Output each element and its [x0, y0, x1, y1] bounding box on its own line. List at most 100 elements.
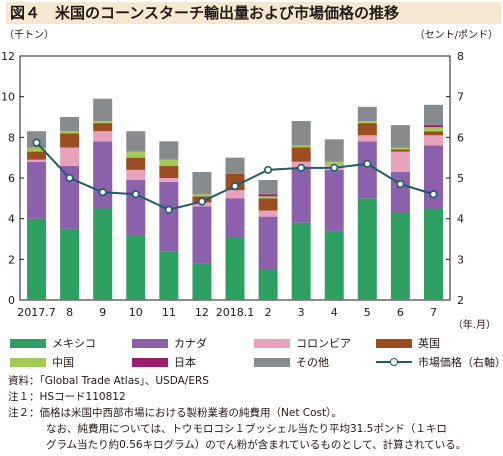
- note-2-line-2: なお、純費用については、トウモロコシ１ブッシェル当たり平均31.5ポンド（１キロ: [46, 423, 447, 435]
- bar-segment: [357, 198, 377, 300]
- x-tick-label: 3: [298, 306, 305, 319]
- bar-segment: [258, 196, 278, 199]
- legend-label: コロンビア: [296, 337, 351, 350]
- legend-label: 日本: [174, 356, 196, 369]
- bar-segment: [357, 121, 377, 124]
- price-point: [330, 163, 339, 172]
- left-tick-label: 0: [8, 294, 15, 307]
- note-1: 注１：HSコード110812: [8, 391, 126, 403]
- x-tick-label: 9: [99, 306, 106, 319]
- x-axis-unit-label: （年.月）: [453, 318, 496, 331]
- left-tick-label: 2: [8, 253, 15, 266]
- x-tick-label: 5: [364, 306, 371, 319]
- x-tick-label: 11: [162, 306, 176, 319]
- bar-segment: [423, 145, 443, 209]
- bar-segment: [60, 147, 80, 166]
- x-tick-label: 2: [265, 306, 272, 319]
- bar-segment: [192, 206, 212, 264]
- chart-title: 図４ 米国のコーンスターチ輸出量および市場価格の推移: [6, 2, 501, 24]
- bar-segment: [126, 234, 146, 300]
- bar-segment: [93, 123, 113, 132]
- bar-segment: [390, 147, 410, 150]
- price-point: [98, 188, 107, 197]
- bar-segment: [258, 210, 278, 217]
- bar-segment: [192, 171, 212, 195]
- x-tick-label: 8: [66, 306, 73, 319]
- bar-segment: [27, 151, 47, 160]
- bar-segment: [390, 125, 410, 148]
- legend-swatch: [132, 357, 168, 367]
- bar-segment: [423, 131, 443, 136]
- legend-item: その他: [254, 354, 329, 370]
- right-tick-label: 2: [457, 294, 464, 307]
- bar-segment: [126, 157, 146, 170]
- legend-label: メキシコ: [52, 337, 96, 350]
- note-2-line-3: グラム当たり約0.56キログラム）のでん粉が含まれているものとして、計算されてい…: [46, 439, 467, 451]
- bar-segment: [324, 139, 344, 162]
- bar-segment: [423, 208, 443, 300]
- legend-item: 中国: [10, 354, 74, 370]
- bar-segment: [225, 173, 245, 191]
- bar-segment: [357, 106, 377, 122]
- price-point: [231, 182, 240, 191]
- legend-item: 日本: [132, 354, 196, 370]
- price-point: [264, 165, 273, 174]
- note-2: 注２：価格は米国中西部市場における製粉業者の純費用（Net Cost）。: [8, 407, 342, 419]
- bar-segment: [258, 180, 278, 195]
- bar-segment: [60, 228, 80, 300]
- left-tick-label: 4: [8, 213, 15, 226]
- legend-label: その他: [296, 356, 329, 369]
- bar-segment: [60, 133, 80, 148]
- legend-swatch: [376, 338, 412, 348]
- bar-segment: [27, 147, 47, 152]
- bar-segment: [126, 169, 146, 181]
- bar-segment: [27, 159, 47, 162]
- bar-segment: [390, 151, 410, 172]
- left-tick-label: 10: [1, 91, 15, 104]
- x-tick-label: 2017.7: [17, 306, 56, 319]
- bar-segment: [423, 104, 443, 126]
- bar-segment: [225, 236, 245, 300]
- right-tick-label: 8: [457, 50, 464, 63]
- bar-segment: [291, 147, 311, 162]
- bar-segment: [258, 269, 278, 300]
- legend-swatch: [254, 357, 290, 367]
- bar-segment: [60, 117, 80, 132]
- bar-segment: [159, 141, 179, 160]
- bar-segment: [159, 182, 179, 252]
- bar-segment: [324, 230, 344, 300]
- legend-swatch: [254, 338, 290, 348]
- legend-item: 市場価格（右軸）: [376, 354, 503, 370]
- x-tick-label: 6: [397, 306, 404, 319]
- left-tick-label: 6: [8, 172, 15, 185]
- note-source: 資料：「Global Trade Atlas」、USDA/ERS: [8, 375, 209, 387]
- price-point: [164, 205, 173, 214]
- bar-segment: [324, 169, 344, 231]
- bar-segment: [390, 212, 410, 300]
- x-tick-label: 10: [129, 306, 143, 319]
- bar-segment: [258, 194, 278, 197]
- bar-segment: [357, 135, 377, 142]
- bar-segment: [159, 251, 179, 300]
- bar-segment: [225, 198, 245, 237]
- legend-swatch: [376, 356, 412, 368]
- bar-segment: [291, 145, 311, 148]
- legend-swatch: [132, 338, 168, 348]
- x-tick-label: 7: [430, 306, 437, 319]
- legend-item: 英国: [376, 335, 440, 351]
- notes: 資料：「Global Trade Atlas」、USDA/ERS 注１：HSコー…: [8, 373, 500, 453]
- price-point: [363, 159, 372, 168]
- price-point: [396, 180, 405, 189]
- bar-segment: [60, 165, 80, 229]
- price-point: [297, 163, 306, 172]
- bar-segment: [423, 135, 443, 146]
- bar-segment: [126, 131, 146, 152]
- bar-segment: [159, 165, 179, 178]
- legend-label: 中国: [52, 356, 74, 369]
- price-point: [429, 190, 438, 199]
- bar-segment: [126, 151, 146, 158]
- bar-segment: [357, 141, 377, 199]
- bar-segment: [192, 263, 212, 300]
- x-tick-label: 4: [331, 306, 338, 319]
- bar-segment: [390, 149, 410, 152]
